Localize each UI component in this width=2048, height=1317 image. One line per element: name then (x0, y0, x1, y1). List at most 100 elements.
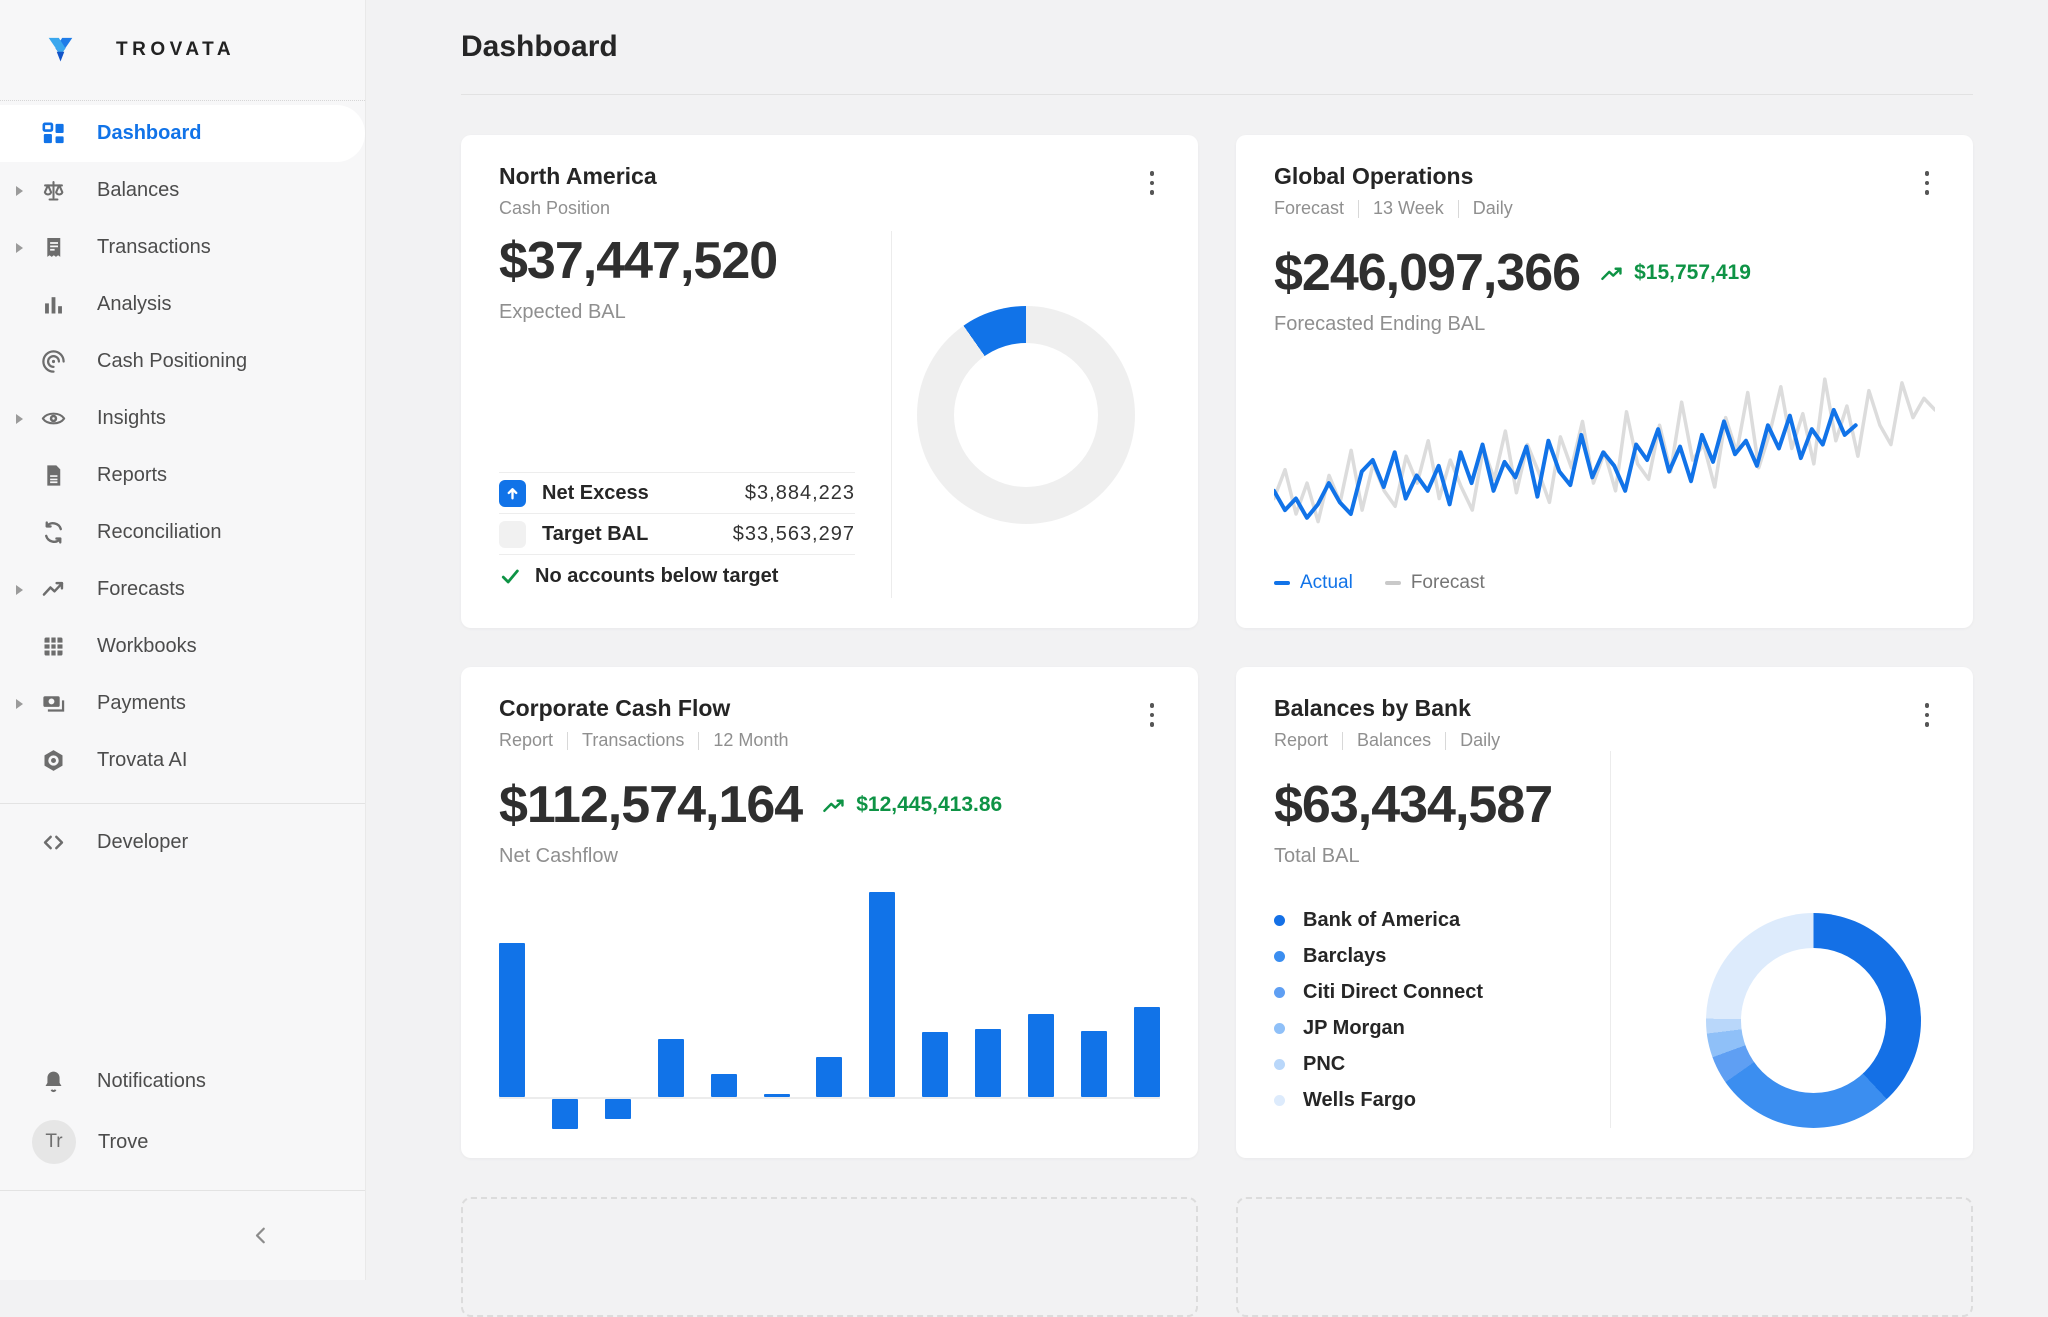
bar (922, 892, 949, 1142)
sidebar-item-notifications[interactable]: Notifications (0, 1053, 365, 1110)
sidebar-item-payments[interactable]: Payments (0, 675, 365, 732)
check-icon (499, 566, 521, 588)
sidebar-item-label: Payments (97, 692, 186, 714)
forecast-line (1274, 379, 1935, 522)
meta-separator (1445, 731, 1447, 750)
sidebar-item-label: Reports (97, 464, 168, 486)
meta-item: Daily (1472, 198, 1513, 218)
bank-list-item: Barclays (1274, 938, 1574, 974)
sidebar-item-label: Analysis (97, 293, 172, 315)
kebab-menu-icon[interactable] (1144, 163, 1161, 203)
bank-dot (1274, 1058, 1285, 1070)
delta-badge: $15,757,419 (1600, 261, 1751, 285)
card-corporate-cash-flow: Corporate Cash Flow Report Transactions … (461, 667, 1198, 1158)
card-meta: Report Transactions 12 Month (499, 730, 788, 751)
sidebar-item-label: Notifications (97, 1070, 206, 1092)
card-meta: Forecast 13 Week Daily (1274, 198, 1513, 219)
legend-forecast: Forecast (1384, 572, 1485, 594)
sidebar-item-forecasts[interactable]: Forecasts (0, 561, 365, 618)
avatar: Tr (32, 1120, 76, 1164)
sidebar-item-analysis[interactable]: Analysis (0, 276, 365, 333)
placeholder-card (1236, 1197, 1973, 1317)
card-title: North America (499, 163, 657, 189)
vertical-divider (1610, 751, 1611, 1128)
meta-item: Transactions (582, 730, 685, 750)
sidebar-item-insights[interactable]: Insights (0, 390, 365, 447)
brand-logo[interactable]: TROVATA (0, 0, 365, 100)
cash-position-donut (917, 305, 1135, 524)
chevron-right-icon (16, 584, 23, 595)
kebab-menu-icon[interactable] (1919, 163, 1936, 203)
analysis-icon (40, 291, 67, 318)
chart-legend: Actual Forecast (1274, 568, 1935, 598)
total-bal-value: $63,434,587 (1274, 776, 1553, 834)
sidebar-item-workbooks[interactable]: Workbooks (0, 618, 365, 675)
trend-up-icon (1601, 266, 1622, 280)
sidebar-item-trovata-ai[interactable]: Trovata AI (0, 732, 365, 789)
card-meta: Report Balances Daily (1274, 730, 1500, 751)
sidebar-item-developer[interactable]: Developer (0, 814, 365, 871)
bar (975, 892, 1002, 1142)
bank-list: Bank of America Barclays Citi Direct Con… (1274, 902, 1574, 1118)
sidebar-item-cash-positioning[interactable]: Cash Positioning (0, 333, 365, 390)
sidebar-item-user[interactable]: Tr Trove (0, 1110, 365, 1174)
delta-value: $12,445,413.86 (856, 793, 1003, 816)
balances-by-bank-donut (1705, 913, 1921, 1128)
bank-dot (1274, 914, 1285, 926)
meta-item: 12 Month (713, 730, 789, 750)
sidebar-item-label: Developer (97, 831, 189, 853)
expected-bal-value: $37,447,520 (499, 232, 778, 290)
sidebar-item-balances[interactable]: Balances (0, 162, 365, 219)
sidebar-item-label: Reconciliation (97, 521, 222, 543)
chevron-right-icon (16, 698, 23, 709)
status-row: No accounts below target (499, 554, 855, 598)
actual-line (1274, 410, 1856, 518)
sidebar: TROVATA Dashboard (0, 0, 366, 1280)
target-bal-swatch (499, 520, 526, 548)
bar (763, 892, 790, 1142)
net-excess-row: Net Excess $3,884,223 (499, 472, 855, 513)
forecast-line-chart (1274, 352, 1935, 568)
code-icon (40, 829, 67, 856)
card-global-operations: Global Operations Forecast 13 Week Daily… (1236, 135, 1973, 628)
bank-list-item: Wells Fargo (1274, 1082, 1574, 1118)
value-label: Net Cashflow (499, 845, 618, 867)
meta-item: Report (1274, 730, 1329, 750)
target-bal-value: $33,563,297 (732, 522, 855, 545)
sidebar-item-label: Workbooks (97, 635, 197, 657)
net-excess-value: $3,884,223 (744, 481, 855, 504)
card-north-america: North America Cash Position $37,447,520 … (461, 135, 1198, 628)
legend-dash-icon (1274, 581, 1290, 585)
sidebar-item-label: Forecasts (97, 578, 185, 600)
dashboard-icon (40, 120, 67, 147)
meta-separator (1342, 731, 1344, 750)
sidebar-item-reconciliation[interactable]: Reconciliation (0, 504, 365, 561)
meta-item: Daily (1460, 730, 1501, 750)
placeholder-card (461, 1197, 1198, 1317)
sidebar-item-transactions[interactable]: Transactions (0, 219, 365, 276)
card-title: Global Operations (1274, 163, 1474, 189)
status-text: No accounts below target (535, 565, 779, 587)
cash-positioning-icon (40, 348, 67, 375)
sidebar-item-reports[interactable]: Reports (0, 447, 365, 504)
kebab-menu-icon[interactable] (1144, 695, 1161, 735)
bar (604, 892, 631, 1142)
delta-badge: $12,445,413.86 (822, 793, 1002, 817)
insights-icon (40, 405, 67, 432)
sidebar-nav: Dashboard Balances Tra (0, 100, 365, 789)
net-excess-label: Net Excess (542, 481, 649, 504)
bank-list-item: Citi Direct Connect (1274, 974, 1574, 1010)
card-title: Balances by Bank (1274, 695, 1471, 721)
sidebar-collapse-button[interactable] (0, 1190, 365, 1280)
bank-dot (1274, 950, 1285, 962)
bar (1080, 892, 1107, 1142)
meta-item: 13 Week (1373, 198, 1444, 218)
target-bal-row: Target BAL $33,563,297 (499, 513, 855, 554)
value-label: Forecasted Ending BAL (1274, 313, 1486, 335)
sidebar-item-label: Balances (97, 179, 180, 201)
meta-separator (1457, 199, 1459, 218)
sidebar-item-dashboard[interactable]: Dashboard (0, 105, 365, 162)
legend-dash-icon (1384, 581, 1401, 585)
meta-separator (1358, 199, 1360, 218)
kebab-menu-icon[interactable] (1919, 695, 1936, 735)
